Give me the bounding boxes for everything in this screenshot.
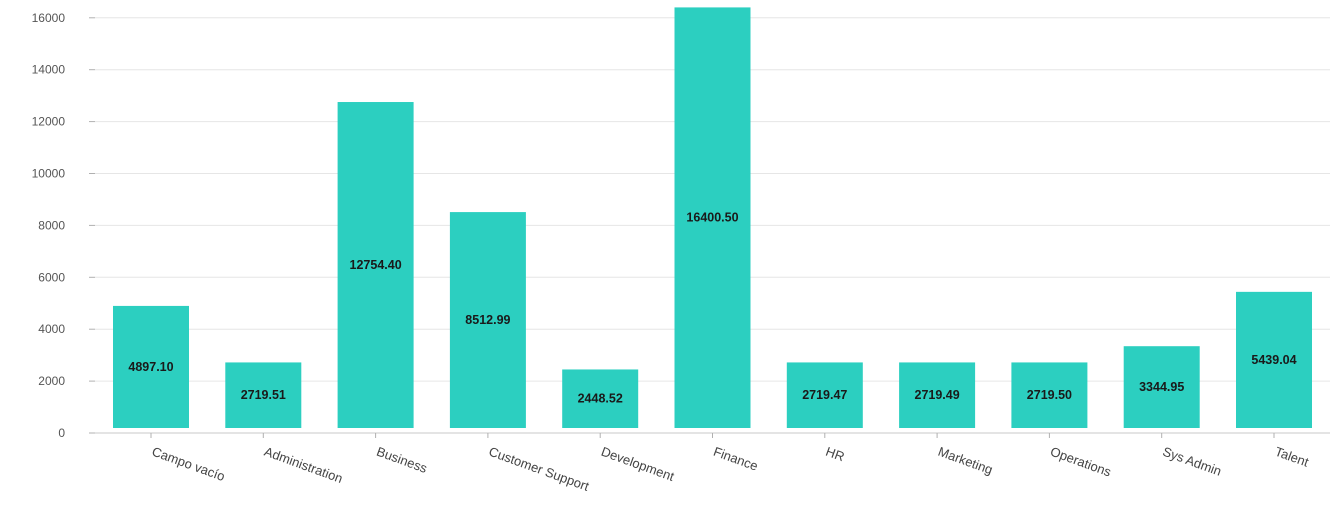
y-tick-label: 0 xyxy=(58,426,65,440)
x-tick-label: Finance xyxy=(711,444,760,474)
x-tick-label: HR xyxy=(824,444,847,465)
data-label: 2448.52 xyxy=(578,392,623,406)
bar xyxy=(225,362,302,428)
bar xyxy=(899,362,976,428)
y-tick-label: 2000 xyxy=(38,374,65,388)
bars xyxy=(113,7,1312,429)
y-tick-label: 16000 xyxy=(32,11,66,25)
bar xyxy=(1011,362,1088,428)
x-tick-label: Customer Support xyxy=(487,444,592,494)
x-tick-label: Talent xyxy=(1273,444,1311,470)
x-tick-label: Sys Admin xyxy=(1161,444,1224,479)
x-tick-label: Business xyxy=(375,444,430,476)
y-tick-label: 14000 xyxy=(32,63,66,77)
data-label: 3344.95 xyxy=(1139,380,1184,394)
y-axis: 0 2000 4000 6000 8000 10000 12000 14000 16000 xyxy=(32,11,95,440)
bar xyxy=(337,102,414,429)
data-label: 4897.10 xyxy=(128,360,173,374)
y-tick-label: 10000 xyxy=(32,167,66,181)
data-label: 8512.99 xyxy=(465,313,510,327)
bar xyxy=(449,212,526,428)
x-tick-label: Operations xyxy=(1048,444,1113,480)
data-label: 2719.47 xyxy=(802,388,847,402)
y-tick-label: 8000 xyxy=(38,218,65,232)
data-label: 2719.51 xyxy=(241,388,286,402)
bar xyxy=(113,305,189,428)
data-label: 12754.40 xyxy=(350,258,402,272)
x-tick-label: Development xyxy=(599,444,676,484)
bar xyxy=(786,362,863,428)
data-label: 5439.04 xyxy=(1251,353,1296,367)
data-label: 16400.50 xyxy=(686,211,738,225)
data-label: 2719.49 xyxy=(915,388,960,402)
y-tick-label: 6000 xyxy=(38,270,65,284)
bar xyxy=(1236,291,1312,428)
x-tick-label: Administration xyxy=(262,444,345,486)
x-axis: Campo vacío Administration Business Custome… xyxy=(150,433,1311,494)
bar xyxy=(674,7,751,429)
bar xyxy=(562,369,639,428)
data-labels: 4897.10 2719.51 12754.40 8512.99 2448.52 1640… xyxy=(128,211,1296,406)
y-tick-label: 4000 xyxy=(38,322,65,336)
data-label: 2719.50 xyxy=(1027,388,1072,402)
x-tick-label: Campo vacío xyxy=(150,444,227,484)
y-tick-label: 12000 xyxy=(32,115,66,129)
x-tick-label: Marketing xyxy=(936,444,995,478)
bar xyxy=(1123,346,1200,428)
